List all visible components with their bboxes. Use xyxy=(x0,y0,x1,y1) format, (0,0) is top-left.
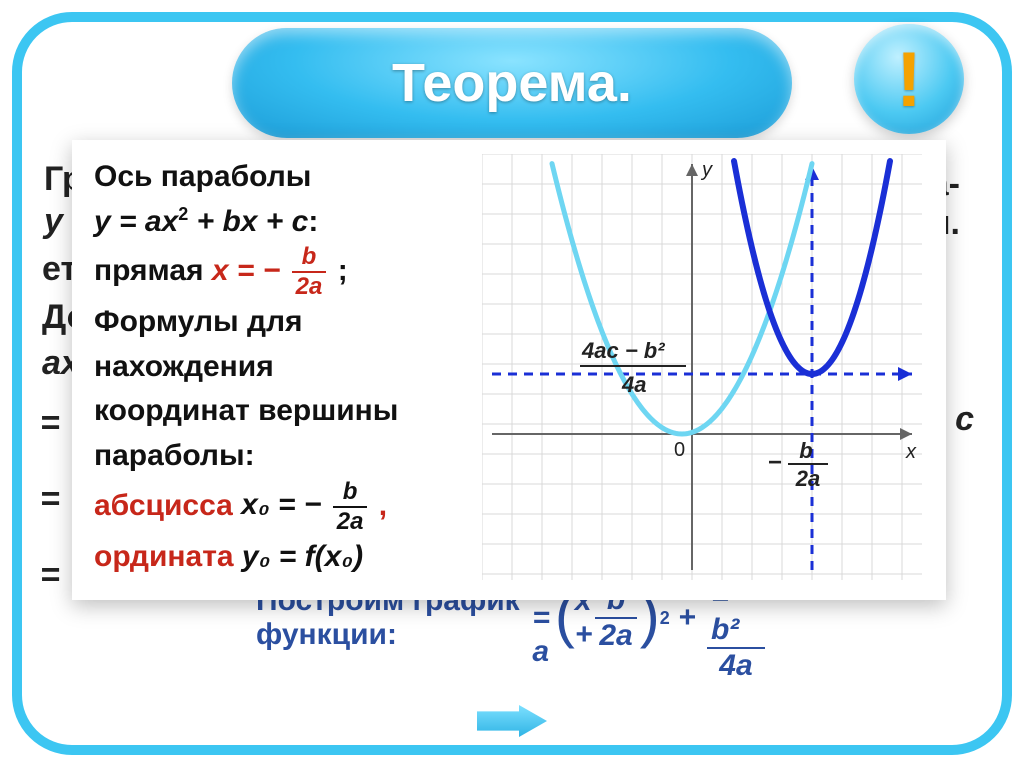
svg-text:y: y xyxy=(700,159,713,181)
bg-eq: = xyxy=(40,404,60,443)
card-text: Ось параболы y = ax2 + bx + c: прямая x … xyxy=(94,156,444,580)
svg-text:4a: 4a xyxy=(621,372,646,397)
bg-eq: = xyxy=(40,480,60,519)
overlay-card: Ось параболы y = ax2 + bx + c: прямая x … xyxy=(72,140,946,600)
bg-eq: = xyxy=(40,556,60,595)
svg-text:2a: 2a xyxy=(795,466,820,491)
title-pill: Теорема. xyxy=(232,28,792,138)
svg-text:4ac − b²: 4ac − b² xyxy=(581,338,665,363)
exclamation-icon: ! xyxy=(896,34,922,125)
attention-badge: ! xyxy=(854,24,964,134)
parabola-chart: y x 0 4ac − b² 4a −b 2a xyxy=(482,154,922,580)
svg-text:0: 0 xyxy=(674,439,685,461)
svg-text:−: − xyxy=(768,449,782,476)
bg-text: y xyxy=(44,202,63,241)
svg-text:b: b xyxy=(799,438,812,463)
title-text: Теорема. xyxy=(392,52,632,114)
svg-text:x: x xyxy=(905,441,917,463)
